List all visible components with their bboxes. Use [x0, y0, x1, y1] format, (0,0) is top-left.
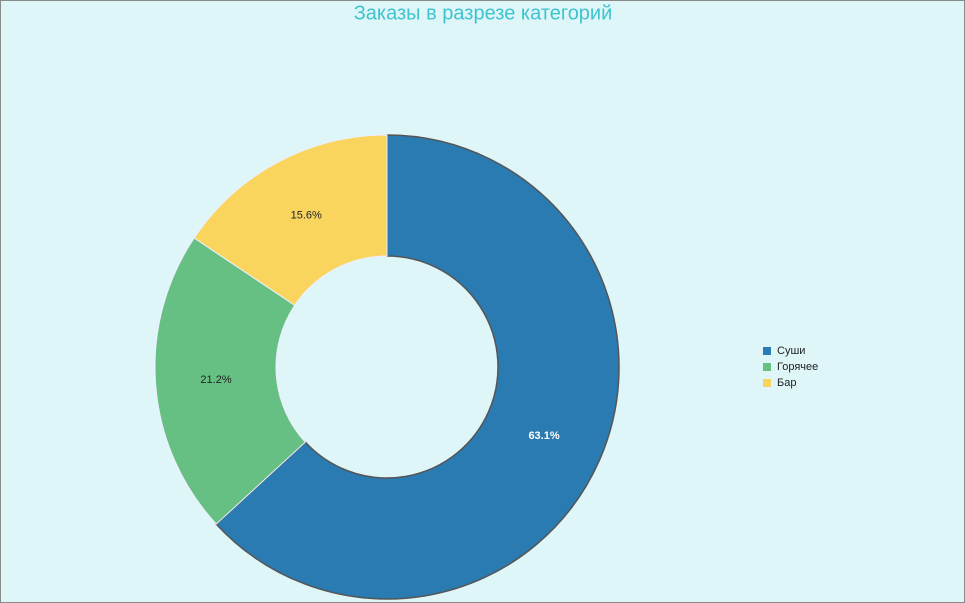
chart-title: Заказы в разрезе категорий: [354, 2, 613, 24]
legend-label: Суши: [777, 345, 805, 357]
slice-label: 15.6%: [291, 210, 322, 222]
legend-label: Горячее: [777, 361, 818, 373]
legend-label: Бар: [777, 377, 796, 389]
donut-slice: [193, 134, 388, 306]
legend-swatch: [763, 347, 771, 355]
slice-label: 21.2%: [200, 374, 231, 386]
donut-slice: [215, 134, 620, 600]
slice-label: 63.1%: [528, 430, 559, 442]
donut-slice: [154, 237, 307, 525]
legend-swatch: [763, 363, 771, 371]
legend-swatch: [763, 379, 771, 387]
